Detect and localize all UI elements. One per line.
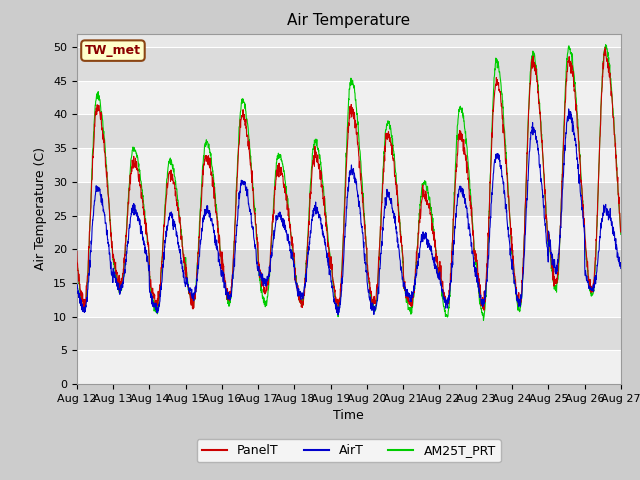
Bar xyxy=(77,317,621,350)
Text: TW_met: TW_met xyxy=(85,44,141,57)
Bar xyxy=(77,216,621,249)
Bar xyxy=(77,182,621,216)
X-axis label: Time: Time xyxy=(333,409,364,422)
Bar xyxy=(77,249,621,283)
Bar xyxy=(77,114,621,148)
Bar xyxy=(77,283,621,317)
Bar xyxy=(77,148,621,182)
Bar xyxy=(77,350,621,384)
Title: Air Temperature: Air Temperature xyxy=(287,13,410,28)
Legend: PanelT, AirT, AM25T_PRT: PanelT, AirT, AM25T_PRT xyxy=(197,439,500,462)
Bar xyxy=(77,81,621,114)
Bar xyxy=(77,47,621,81)
Y-axis label: Air Temperature (C): Air Temperature (C) xyxy=(35,147,47,270)
